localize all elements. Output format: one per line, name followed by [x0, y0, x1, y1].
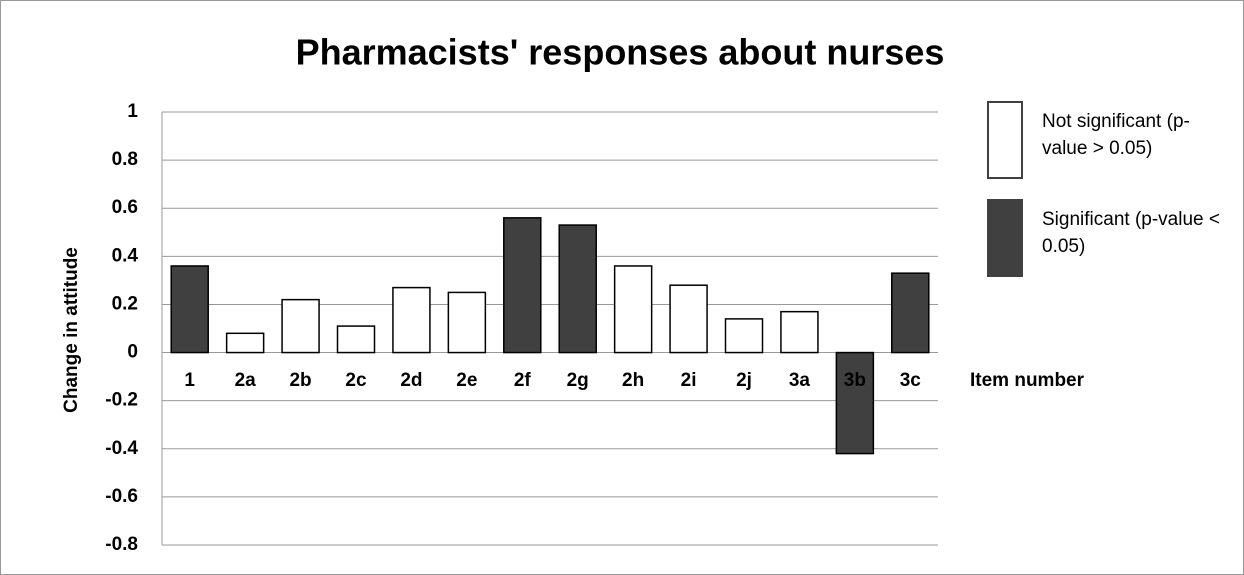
x-tick-label: 3b [844, 370, 866, 391]
bar [225, 332, 265, 354]
bar [669, 284, 708, 354]
legend-swatch [987, 101, 1023, 179]
legend-swatch [987, 199, 1023, 277]
x-tick-label: 2i [681, 370, 697, 391]
y-tick-label: -0.4 [105, 438, 138, 459]
legend-label: Not significant (p-value > 0.05) [1042, 111, 1190, 159]
x-tick-label: 2b [289, 370, 311, 391]
x-tick-label: 2j [736, 370, 752, 391]
x-tick-label: 3a [789, 370, 811, 391]
bar [891, 272, 930, 354]
x-tick-label: 2f [514, 370, 532, 391]
y-tick-label: 0 [127, 342, 138, 363]
bar [558, 224, 597, 354]
y-tick-label: -0.6 [105, 486, 138, 507]
x-tick-label: 2h [622, 370, 644, 391]
x-tick-label: 1 [184, 370, 195, 391]
bar [724, 318, 764, 354]
bar [447, 291, 487, 354]
x-tick-label: 2g [567, 370, 589, 391]
bar [336, 325, 376, 354]
bar [170, 265, 209, 354]
x-tick-label: 2d [400, 370, 422, 391]
y-tick-label: 0.4 [112, 245, 139, 266]
x-tick-label: 2e [456, 370, 477, 391]
bar [613, 265, 653, 354]
y-tick-label: -0.2 [105, 390, 138, 411]
y-tick-label: 0.6 [112, 197, 138, 218]
x-tick-label: 2c [345, 370, 367, 391]
bar [503, 217, 542, 354]
chart-title: Pharmacists' responses about nurses [296, 32, 945, 73]
bar [392, 286, 431, 354]
x-tick-label: 2a [235, 370, 257, 391]
bar [835, 351, 875, 455]
bar [780, 310, 819, 354]
y-tick-label: 0.2 [112, 293, 138, 314]
y-tick-label: 1 [127, 101, 138, 122]
y-tick-label: -0.8 [105, 534, 138, 555]
y-tick-label: 0.8 [112, 149, 138, 170]
legend-label: Significant (p-value < 0.05) [1042, 209, 1220, 257]
bar [281, 298, 320, 354]
x-tick-label: 3c [900, 370, 922, 391]
x-axis-label: Item number [970, 370, 1085, 391]
y-axis-label: Change in attitude [61, 247, 82, 413]
